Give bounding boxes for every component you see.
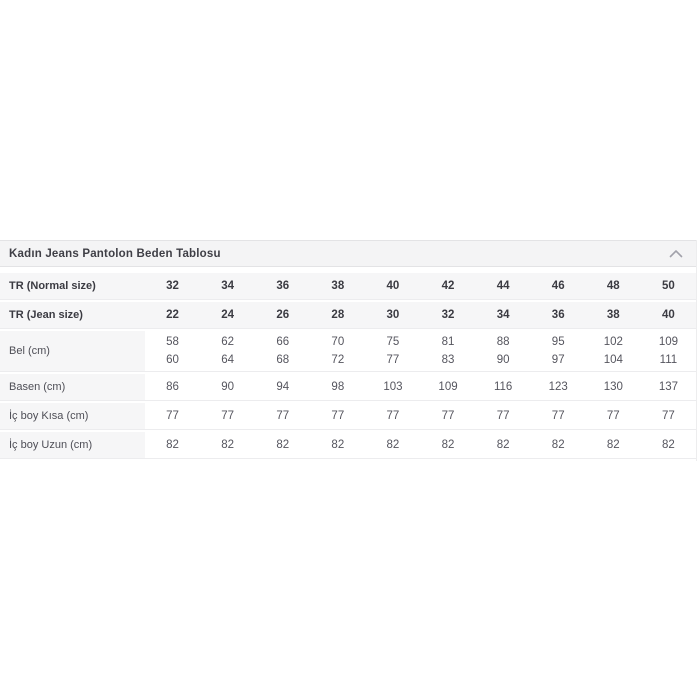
row-label: İç boy Uzun (cm) — [0, 432, 145, 459]
size-value-cell: 36 — [530, 302, 586, 329]
size-value-cell: 102 104 — [585, 331, 641, 372]
size-value-cell: 30 — [365, 302, 421, 329]
row-label: Bel (cm) — [0, 331, 145, 372]
size-value-cell: 95 97 — [530, 331, 586, 372]
table-row: Bel (cm) 58 60 62 64 66 68 70 72 75 77 81 83 88 90 95 97… — [0, 331, 696, 372]
size-value-cell: 109 — [420, 374, 476, 401]
size-value-cell: 77 — [255, 403, 311, 430]
size-value-cell: 50 — [640, 273, 696, 300]
size-value-cell: 77 — [145, 403, 201, 430]
size-value-cell: 40 — [365, 273, 421, 300]
size-value-cell: 123 — [530, 374, 586, 401]
size-value-cell: 34 — [200, 273, 256, 300]
size-value-line: 60 — [166, 354, 179, 366]
size-value-cell: 77 — [365, 403, 421, 430]
size-value-cell: 82 — [200, 432, 256, 459]
size-value-line: 97 — [551, 354, 565, 366]
table-row: İç boy Kısa (cm) 77 77 77 77 77 77 77 77 77 77 — [0, 403, 696, 430]
size-value-cell: 46 — [530, 273, 586, 300]
size-value-cell: 22 — [145, 302, 201, 329]
size-value-cell: 77 — [530, 403, 586, 430]
size-value-line: 77 — [386, 354, 400, 366]
size-value-cell: 82 — [365, 432, 421, 459]
size-value-cell: 98 — [310, 374, 366, 401]
size-value-line: 72 — [331, 354, 345, 366]
size-value-cell: 77 — [200, 403, 256, 430]
row-label: Basen (cm) — [0, 374, 145, 401]
size-value-cell: 82 — [310, 432, 366, 459]
size-value-cell: 82 — [475, 432, 531, 459]
size-value-cell: 109 111 — [640, 331, 696, 372]
size-value-cell: 36 — [255, 273, 311, 300]
size-value-cell: 82 — [420, 432, 476, 459]
size-value-line: 111 — [659, 354, 678, 366]
size-value-line: 68 — [276, 354, 290, 366]
size-value-line: 88 — [496, 336, 510, 348]
size-value-line: 58 — [166, 336, 179, 348]
size-value-cell: 32 — [145, 273, 201, 300]
table-row: Basen (cm) 86 90 94 98 103 109 116 123 130 137 — [0, 374, 696, 401]
size-value-line: 109 — [658, 336, 679, 348]
size-value-line: 70 — [331, 336, 345, 348]
size-value-cell: 86 — [145, 374, 201, 401]
size-value-cell: 34 — [475, 302, 531, 329]
size-value-cell: 88 90 — [475, 331, 531, 372]
size-value-line: 64 — [221, 354, 235, 366]
table-row: İç boy Uzun (cm) 82 82 82 82 82 82 82 82 82 82 — [0, 432, 696, 459]
size-value-cell: 58 60 — [145, 331, 201, 372]
size-value-cell: 77 — [640, 403, 696, 430]
size-value-cell: 77 — [585, 403, 641, 430]
size-value-cell: 42 — [420, 273, 476, 300]
size-value-cell: 28 — [310, 302, 366, 329]
size-value-cell: 81 83 — [420, 331, 476, 372]
table-row: TR (Jean size) 22 24 26 28 30 32 34 36 38 40 — [0, 302, 696, 329]
size-value-cell: 48 — [585, 273, 641, 300]
size-table-body: TR (Normal size) 32 34 36 38 40 42 44 46 48 50 TR (… — [0, 273, 696, 459]
size-value-cell: 90 — [200, 374, 256, 401]
size-value-cell: 62 64 — [200, 331, 256, 372]
size-value-cell: 44 — [475, 273, 531, 300]
size-value-line: 83 — [441, 354, 455, 366]
row-label: TR (Jean size) — [0, 302, 145, 329]
size-value-line: 66 — [276, 336, 290, 348]
size-value-cell: 82 — [585, 432, 641, 459]
size-value-cell: 94 — [255, 374, 311, 401]
size-value-cell: 137 — [640, 374, 696, 401]
size-value-line: 95 — [551, 336, 565, 348]
size-value-cell: 77 — [310, 403, 366, 430]
size-value-line: 75 — [386, 336, 400, 348]
size-table: TR (Normal size) 32 34 36 38 40 42 44 46 48 50 TR (… — [0, 271, 696, 461]
size-chart-accordion-header[interactable]: Kadın Jeans Pantolon Beden Tablosu — [0, 240, 696, 267]
size-value-cell: 82 — [255, 432, 311, 459]
size-value-cell: 103 — [365, 374, 421, 401]
row-label: TR (Normal size) — [0, 273, 145, 300]
size-value-line: 62 — [221, 336, 235, 348]
panel-title: Kadın Jeans Pantolon Beden Tablosu — [9, 247, 221, 260]
size-value-line: 81 — [441, 336, 455, 348]
chevron-up-icon[interactable] — [669, 249, 683, 258]
size-value-cell: 38 — [310, 273, 366, 300]
size-value-cell: 26 — [255, 302, 311, 329]
size-value-cell: 75 77 — [365, 331, 421, 372]
table-row: TR (Normal size) 32 34 36 38 40 42 44 46 48 50 — [0, 273, 696, 300]
size-value-cell: 82 — [530, 432, 586, 459]
size-value-cell: 77 — [420, 403, 476, 430]
size-chart-panel: Kadın Jeans Pantolon Beden Tablosu TR (N… — [0, 240, 697, 461]
size-value-line: 90 — [496, 354, 510, 366]
size-value-cell: 40 — [640, 302, 696, 329]
size-value-cell: 116 — [475, 374, 531, 401]
size-value-line: 102 — [603, 336, 623, 348]
row-label: İç boy Kısa (cm) — [0, 403, 145, 430]
size-value-cell: 24 — [200, 302, 256, 329]
size-value-cell: 38 — [585, 302, 641, 329]
size-value-line: 104 — [603, 354, 623, 366]
size-value-cell: 32 — [420, 302, 476, 329]
size-value-cell: 77 — [475, 403, 531, 430]
size-value-cell: 130 — [585, 374, 641, 401]
size-value-cell: 82 — [640, 432, 696, 459]
size-value-cell: 66 68 — [255, 331, 311, 372]
size-value-cell: 70 72 — [310, 331, 366, 372]
size-value-cell: 82 — [145, 432, 201, 459]
